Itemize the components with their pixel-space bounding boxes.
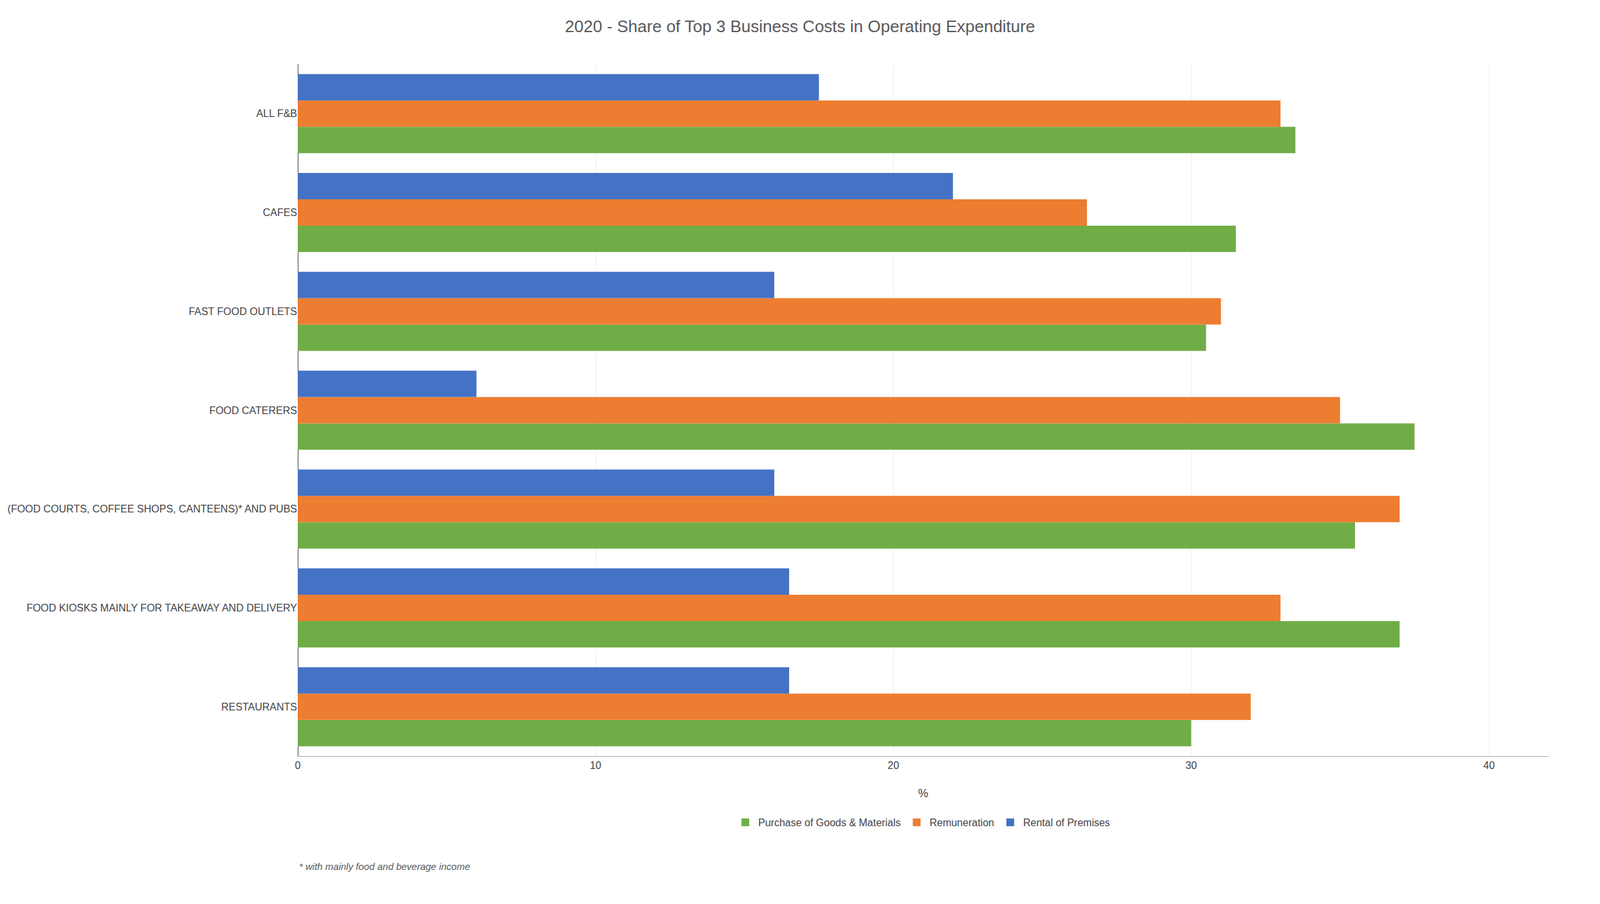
svg-text:RESTAURANTS: RESTAURANTS: [221, 701, 298, 713]
svg-text:ALL F&B: ALL F&B: [256, 108, 298, 119]
svg-text:Rental of Premises: Rental of Premises: [1023, 817, 1110, 829]
svg-text:40: 40: [1482, 760, 1495, 772]
svg-text:20: 20: [887, 760, 900, 772]
svg-text:%: %: [917, 787, 928, 800]
svg-text:CAFES: CAFES: [263, 207, 298, 219]
svg-text:* with mainly food and beverag: * with mainly food and beverage income: [299, 861, 471, 873]
svg-text:30: 30: [1185, 760, 1197, 772]
svg-text:FOOD CATERERS: FOOD CATERERS: [209, 405, 298, 417]
svg-text:2020 - Share of Top 3 Business: 2020 - Share of Top 3 Business Costs in …: [565, 16, 1036, 37]
svg-text:10: 10: [589, 760, 602, 772]
svg-text:0: 0: [295, 760, 301, 772]
svg-text:Purchase of Goods & Materials: Purchase of Goods & Materials: [758, 817, 901, 829]
svg-text:FAST FOOD OUTLETS: FAST FOOD OUTLETS: [188, 306, 298, 318]
svg-text:(FOOD COURTS, COFFEE SHOPS, CA: (FOOD COURTS, COFFEE SHOPS, CANTEENS)* A…: [7, 503, 298, 515]
svg-text:FOOD KIOSKS MAINLY FOR TAKEAWA: FOOD KIOSKS MAINLY FOR TAKEAWAY AND DELI…: [26, 602, 298, 614]
svg-text:Remuneration: Remuneration: [929, 817, 995, 829]
